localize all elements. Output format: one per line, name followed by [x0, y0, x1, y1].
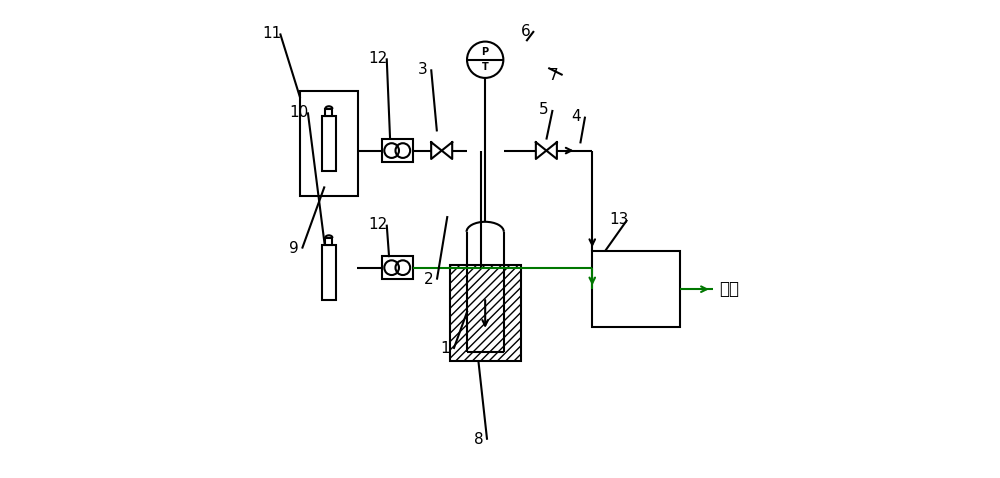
Text: 7: 7 [549, 67, 559, 83]
Text: 1: 1 [440, 341, 450, 357]
Text: 13: 13 [609, 212, 628, 228]
Text: 9: 9 [289, 241, 298, 256]
Bar [322, 245, 336, 300]
Text: 12: 12 [368, 217, 388, 232]
Text: 4: 4 [572, 109, 581, 124]
Bar [382, 256, 413, 279]
Bar [325, 238, 332, 245]
Text: 6: 6 [520, 23, 530, 39]
Text: P: P [482, 47, 489, 57]
Text: 排放: 排放 [719, 280, 739, 298]
Bar [322, 116, 336, 171]
Text: 5: 5 [539, 102, 549, 118]
Text: 3: 3 [418, 62, 427, 77]
Bar [382, 139, 413, 162]
Bar [450, 265, 521, 361]
Text: 12: 12 [368, 51, 388, 66]
Bar [325, 109, 332, 116]
Bar [592, 251, 680, 327]
Text: T: T [482, 62, 489, 72]
Text: 8: 8 [474, 432, 483, 447]
Text: 10: 10 [290, 105, 309, 120]
Bar [300, 91, 358, 196]
Text: 2: 2 [423, 272, 433, 287]
Text: 11: 11 [262, 26, 281, 41]
